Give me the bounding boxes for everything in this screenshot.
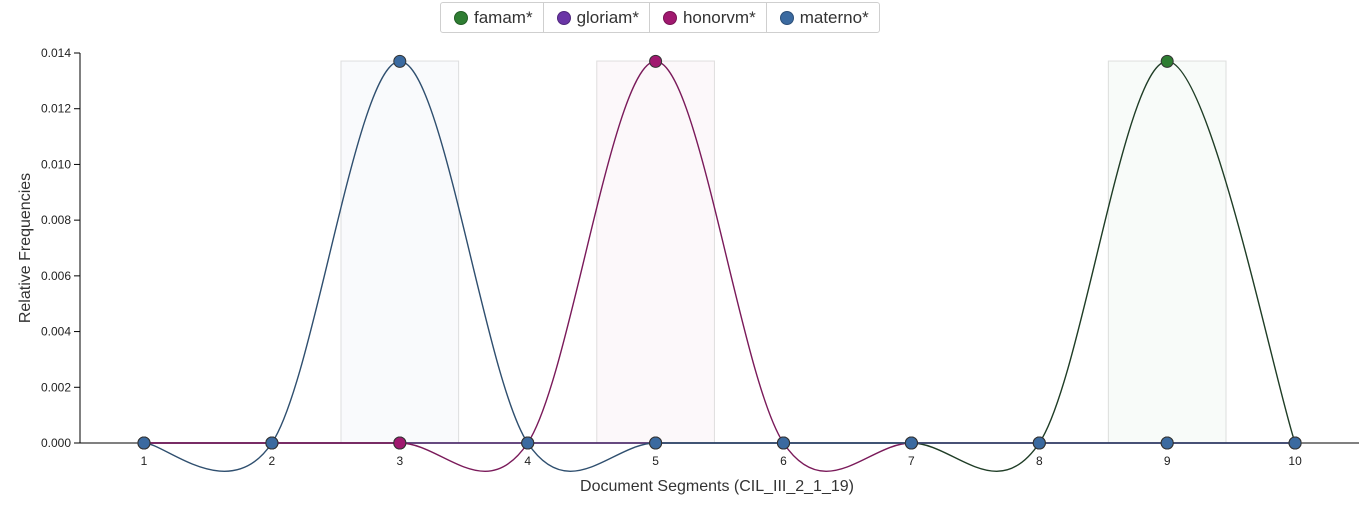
data-point [777,436,790,450]
data-point [649,54,663,68]
x-tick-label: 4 [524,454,531,468]
legend-swatch-icon [556,10,571,25]
y-tick-label: 0.008 [41,213,71,227]
y-tick-label: 0.004 [41,325,71,339]
legend-item[interactable]: famam* [441,3,544,32]
y-tick-label: 0.002 [41,380,71,394]
x-tick-label: 8 [1036,454,1043,468]
data-point [649,436,663,450]
data-point [521,436,535,450]
chart-legend: famam* gloriam* honorvm* materno* [440,2,880,33]
highlight-band [596,60,715,444]
highlight-band [340,60,460,444]
legend-label: materno* [799,7,869,27]
data-point [1288,436,1302,450]
x-tick-label: 6 [780,454,787,468]
legend-item[interactable]: gloriam* [544,3,650,32]
x-tick-label: 10 [1288,454,1302,468]
y-tick-label: 0.010 [41,157,71,171]
series-line [143,60,1296,472]
y-tick-label: 0.012 [41,102,71,116]
y-tick-label: 0.014 [41,46,71,60]
legend-swatch-icon [454,10,468,25]
legend-item[interactable]: honorvm* [650,3,767,32]
legend-label: gloriam* [576,7,639,27]
legend-label: famam* [474,7,533,27]
x-tick-label: 3 [396,454,403,468]
x-tick-label: 7 [908,454,915,468]
data-point [265,436,279,450]
y-axis-title: Relative Frequencies [17,173,34,323]
legend-label: honorvm* [682,7,756,27]
data-point [1032,436,1046,450]
y-tick-label: 0.000 [41,436,71,450]
legend-swatch-icon [662,10,677,25]
x-axis-title: Document Segments (CIL_III_2_1_19) [580,478,854,495]
data-point [137,436,151,450]
x-tick-label: 5 [652,454,659,468]
data-point [1160,436,1174,450]
x-tick-label: 9 [1164,454,1171,468]
x-tick-label: 2 [269,454,276,468]
data-point [904,436,918,450]
y-tick-label: 0.006 [41,269,71,283]
data-point [1160,54,1174,68]
legend-swatch-icon [779,10,794,25]
highlight-band [1107,60,1227,444]
legend-item[interactable]: materno* [767,3,879,32]
data-point [393,54,407,68]
x-tick-label: 1 [141,454,148,468]
data-point [393,436,407,450]
